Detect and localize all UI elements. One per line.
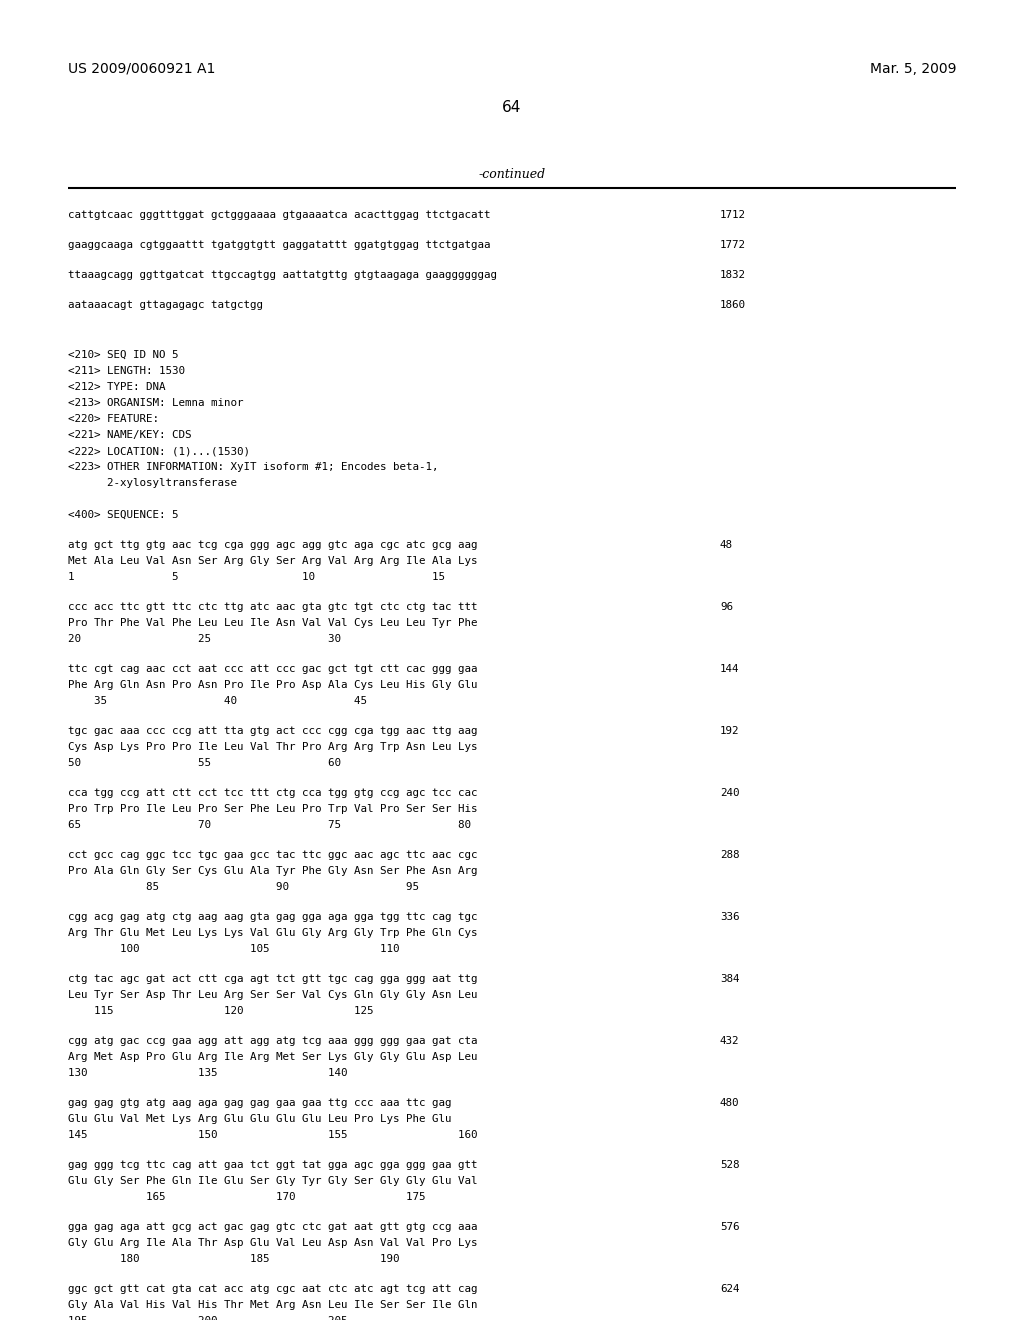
- Text: cct gcc cag ggc tcc tgc gaa gcc tac ttc ggc aac agc ttc aac cgc: cct gcc cag ggc tcc tgc gaa gcc tac ttc …: [68, 850, 477, 861]
- Text: 64: 64: [503, 100, 521, 115]
- Text: 576: 576: [720, 1222, 739, 1232]
- Text: ttaaagcagg ggttgatcat ttgccagtgg aattatgttg gtgtaagaga gaaggggggag: ttaaagcagg ggttgatcat ttgccagtgg aattatg…: [68, 271, 497, 280]
- Text: 144: 144: [720, 664, 739, 675]
- Text: <211> LENGTH: 1530: <211> LENGTH: 1530: [68, 366, 185, 376]
- Text: Gly Ala Val His Val His Thr Met Arg Asn Leu Ile Ser Ser Ile Gln: Gly Ala Val His Val His Thr Met Arg Asn …: [68, 1300, 477, 1309]
- Text: Glu Gly Ser Phe Gln Ile Glu Ser Gly Tyr Gly Ser Gly Gly Glu Val: Glu Gly Ser Phe Gln Ile Glu Ser Gly Tyr …: [68, 1176, 477, 1185]
- Text: cgg acg gag atg ctg aag aag gta gag gga aga gga tgg ttc cag tgc: cgg acg gag atg ctg aag aag gta gag gga …: [68, 912, 477, 921]
- Text: 65                  70                  75                  80: 65 70 75 80: [68, 820, 471, 830]
- Text: Met Ala Leu Val Asn Ser Arg Gly Ser Arg Val Arg Arg Ile Ala Lys: Met Ala Leu Val Asn Ser Arg Gly Ser Arg …: [68, 556, 477, 566]
- Text: 240: 240: [720, 788, 739, 799]
- Text: Leu Tyr Ser Asp Thr Leu Arg Ser Ser Val Cys Gln Gly Gly Asn Leu: Leu Tyr Ser Asp Thr Leu Arg Ser Ser Val …: [68, 990, 477, 1001]
- Text: 50                  55                  60: 50 55 60: [68, 758, 341, 768]
- Text: <210> SEQ ID NO 5: <210> SEQ ID NO 5: [68, 350, 178, 360]
- Text: <220> FEATURE:: <220> FEATURE:: [68, 414, 159, 424]
- Text: 192: 192: [720, 726, 739, 737]
- Text: 195                 200                 205: 195 200 205: [68, 1316, 347, 1320]
- Text: 480: 480: [720, 1098, 739, 1107]
- Text: Pro Ala Gln Gly Ser Cys Glu Ala Tyr Phe Gly Asn Ser Phe Asn Arg: Pro Ala Gln Gly Ser Cys Glu Ala Tyr Phe …: [68, 866, 477, 876]
- Text: Cys Asp Lys Pro Pro Ile Leu Val Thr Pro Arg Arg Trp Asn Leu Lys: Cys Asp Lys Pro Pro Ile Leu Val Thr Pro …: [68, 742, 477, 752]
- Text: 288: 288: [720, 850, 739, 861]
- Text: 96: 96: [720, 602, 733, 612]
- Text: Phe Arg Gln Asn Pro Asn Pro Ile Pro Asp Ala Cys Leu His Gly Glu: Phe Arg Gln Asn Pro Asn Pro Ile Pro Asp …: [68, 680, 477, 690]
- Text: Gly Glu Arg Ile Ala Thr Asp Glu Val Leu Asp Asn Val Val Pro Lys: Gly Glu Arg Ile Ala Thr Asp Glu Val Leu …: [68, 1238, 477, 1247]
- Text: tgc gac aaa ccc ccg att tta gtg act ccc cgg cga tgg aac ttg aag: tgc gac aaa ccc ccg att tta gtg act ccc …: [68, 726, 477, 737]
- Text: <222> LOCATION: (1)...(1530): <222> LOCATION: (1)...(1530): [68, 446, 250, 455]
- Text: 1772: 1772: [720, 240, 746, 249]
- Text: <212> TYPE: DNA: <212> TYPE: DNA: [68, 381, 166, 392]
- Text: Pro Thr Phe Val Phe Leu Leu Ile Asn Val Val Cys Leu Leu Tyr Phe: Pro Thr Phe Val Phe Leu Leu Ile Asn Val …: [68, 618, 477, 628]
- Text: 624: 624: [720, 1284, 739, 1294]
- Text: 100                 105                 110: 100 105 110: [68, 944, 399, 954]
- Text: gaaggcaaga cgtggaattt tgatggtgtt gaggatattt ggatgtggag ttctgatgaa: gaaggcaaga cgtggaattt tgatggtgtt gaggata…: [68, 240, 490, 249]
- Text: <213> ORGANISM: Lemna minor: <213> ORGANISM: Lemna minor: [68, 399, 244, 408]
- Text: 2-xylosyltransferase: 2-xylosyltransferase: [68, 478, 237, 488]
- Text: 130                 135                 140: 130 135 140: [68, 1068, 347, 1078]
- Text: Mar. 5, 2009: Mar. 5, 2009: [869, 62, 956, 77]
- Text: <400> SEQUENCE: 5: <400> SEQUENCE: 5: [68, 510, 178, 520]
- Text: cca tgg ccg att ctt cct tcc ttt ctg cca tgg gtg ccg agc tcc cac: cca tgg ccg att ctt cct tcc ttt ctg cca …: [68, 788, 477, 799]
- Text: 336: 336: [720, 912, 739, 921]
- Text: 165                 170                 175: 165 170 175: [68, 1192, 426, 1203]
- Text: <223> OTHER INFORMATION: XyIT isoform #1; Encodes beta-1,: <223> OTHER INFORMATION: XyIT isoform #1…: [68, 462, 438, 473]
- Text: gga gag aga att gcg act gac gag gtc ctc gat aat gtt gtg ccg aaa: gga gag aga att gcg act gac gag gtc ctc …: [68, 1222, 477, 1232]
- Text: 35                  40                  45: 35 40 45: [68, 696, 367, 706]
- Text: 85                  90                  95: 85 90 95: [68, 882, 419, 892]
- Text: 20                  25                  30: 20 25 30: [68, 634, 341, 644]
- Text: atg gct ttg gtg aac tcg cga ggg agc agg gtc aga cgc atc gcg aag: atg gct ttg gtg aac tcg cga ggg agc agg …: [68, 540, 477, 550]
- Text: 528: 528: [720, 1160, 739, 1170]
- Text: 115                 120                 125: 115 120 125: [68, 1006, 374, 1016]
- Text: <221> NAME/KEY: CDS: <221> NAME/KEY: CDS: [68, 430, 191, 440]
- Text: Glu Glu Val Met Lys Arg Glu Glu Glu Glu Leu Pro Lys Phe Glu: Glu Glu Val Met Lys Arg Glu Glu Glu Glu …: [68, 1114, 452, 1125]
- Text: -continued: -continued: [478, 168, 546, 181]
- Text: ccc acc ttc gtt ttc ctc ttg atc aac gta gtc tgt ctc ctg tac ttt: ccc acc ttc gtt ttc ctc ttg atc aac gta …: [68, 602, 477, 612]
- Text: aataaacagt gttagagagc tatgctgg: aataaacagt gttagagagc tatgctgg: [68, 300, 263, 310]
- Text: 180                 185                 190: 180 185 190: [68, 1254, 399, 1265]
- Text: gag ggg tcg ttc cag att gaa tct ggt tat gga agc gga ggg gaa gtt: gag ggg tcg ttc cag att gaa tct ggt tat …: [68, 1160, 477, 1170]
- Text: Arg Thr Glu Met Leu Lys Lys Val Glu Gly Arg Gly Trp Phe Gln Cys: Arg Thr Glu Met Leu Lys Lys Val Glu Gly …: [68, 928, 477, 939]
- Text: cattgtcaac gggtttggat gctgggaaaa gtgaaaatca acacttggag ttctgacatt: cattgtcaac gggtttggat gctgggaaaa gtgaaaa…: [68, 210, 490, 220]
- Text: ttc cgt cag aac cct aat ccc att ccc gac gct tgt ctt cac ggg gaa: ttc cgt cag aac cct aat ccc att ccc gac …: [68, 664, 477, 675]
- Text: ggc gct gtt cat gta cat acc atg cgc aat ctc atc agt tcg att cag: ggc gct gtt cat gta cat acc atg cgc aat …: [68, 1284, 477, 1294]
- Text: 1712: 1712: [720, 210, 746, 220]
- Text: ctg tac agc gat act ctt cga agt tct gtt tgc cag gga ggg aat ttg: ctg tac agc gat act ctt cga agt tct gtt …: [68, 974, 477, 983]
- Text: 1832: 1832: [720, 271, 746, 280]
- Text: 432: 432: [720, 1036, 739, 1045]
- Text: Arg Met Asp Pro Glu Arg Ile Arg Met Ser Lys Gly Gly Glu Asp Leu: Arg Met Asp Pro Glu Arg Ile Arg Met Ser …: [68, 1052, 477, 1063]
- Text: cgg atg gac ccg gaa agg att agg atg tcg aaa ggg ggg gaa gat cta: cgg atg gac ccg gaa agg att agg atg tcg …: [68, 1036, 477, 1045]
- Text: Pro Trp Pro Ile Leu Pro Ser Phe Leu Pro Trp Val Pro Ser Ser His: Pro Trp Pro Ile Leu Pro Ser Phe Leu Pro …: [68, 804, 477, 814]
- Text: 145                 150                 155                 160: 145 150 155 160: [68, 1130, 477, 1140]
- Text: 384: 384: [720, 974, 739, 983]
- Text: 48: 48: [720, 540, 733, 550]
- Text: US 2009/0060921 A1: US 2009/0060921 A1: [68, 62, 215, 77]
- Text: 1               5                   10                  15: 1 5 10 15: [68, 572, 445, 582]
- Text: gag gag gtg atg aag aga gag gag gaa gaa ttg ccc aaa ttc gag: gag gag gtg atg aag aga gag gag gaa gaa …: [68, 1098, 452, 1107]
- Text: 1860: 1860: [720, 300, 746, 310]
